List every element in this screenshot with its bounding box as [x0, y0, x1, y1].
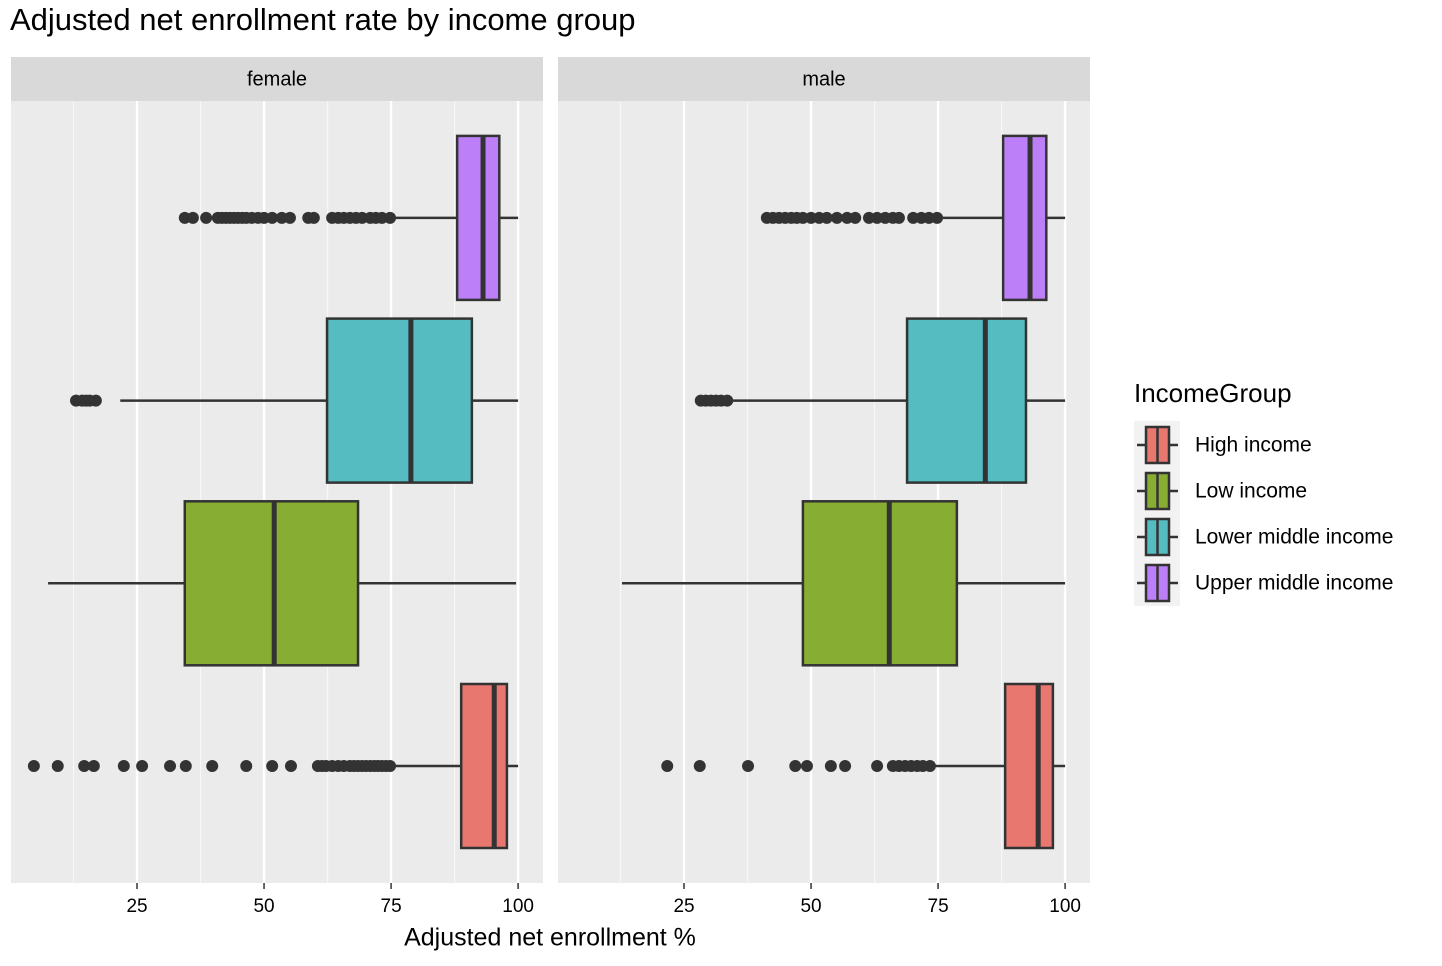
- legend-label: Upper middle income: [1195, 572, 1393, 595]
- box: [905, 317, 1028, 484]
- outlier: [87, 760, 100, 772]
- outlier: [27, 760, 40, 772]
- box: [1001, 134, 1048, 302]
- outlier: [789, 760, 802, 772]
- outlier: [283, 211, 296, 224]
- outlier: [51, 760, 64, 772]
- outlier: [830, 211, 843, 224]
- legend-label: Lower middle income: [1195, 526, 1393, 549]
- outlier: [384, 760, 397, 772]
- outlier: [849, 211, 862, 224]
- outlier: [89, 394, 102, 407]
- outlier: [661, 760, 674, 772]
- outlier: [384, 211, 397, 224]
- x-tick-label: 100: [502, 896, 534, 917]
- x-axis-label: Adjusted net enrollment %: [404, 924, 696, 952]
- box: [1003, 682, 1055, 850]
- outlier: [206, 760, 219, 772]
- outlier: [824, 760, 837, 772]
- outlier: [240, 760, 253, 772]
- x-tick-label: 25: [673, 896, 694, 917]
- outlier: [266, 760, 279, 772]
- outlier: [186, 211, 199, 224]
- outlier: [839, 760, 852, 772]
- strip-background: [11, 57, 543, 101]
- outlier: [78, 760, 91, 772]
- strip-background: [558, 57, 1090, 101]
- legend-label: Low income: [1195, 480, 1307, 503]
- strip-label: male: [802, 68, 845, 90]
- box: [459, 682, 509, 850]
- outlier: [179, 760, 192, 772]
- outlier: [923, 760, 936, 772]
- box: [801, 500, 959, 667]
- legend-label: High income: [1195, 434, 1312, 457]
- x-tick-label: 50: [253, 896, 274, 917]
- outlier: [266, 211, 279, 224]
- outlier: [136, 760, 149, 772]
- x-tick-label: 75: [381, 896, 402, 917]
- outlier: [164, 760, 177, 772]
- x-tick-label: 100: [1049, 896, 1081, 917]
- outlier: [200, 211, 213, 224]
- box: [183, 500, 360, 667]
- x-tick-label: 75: [928, 896, 949, 917]
- box: [455, 134, 501, 302]
- outlier: [284, 760, 297, 772]
- outlier: [820, 211, 833, 224]
- box: [325, 317, 474, 484]
- strip-label: female: [247, 68, 307, 90]
- x-tick-label: 25: [126, 896, 147, 917]
- outlier: [892, 211, 905, 224]
- outlier: [931, 211, 944, 224]
- outlier: [721, 394, 734, 407]
- outlier: [871, 760, 884, 772]
- x-tick-label: 50: [800, 896, 821, 917]
- legend-title: IncomeGroup: [1134, 378, 1292, 408]
- outlier: [693, 760, 706, 772]
- outlier: [117, 760, 130, 772]
- chart-title: Adjusted net enrollment rate by income g…: [10, 2, 636, 37]
- outlier: [307, 211, 320, 224]
- outlier: [742, 760, 755, 772]
- outlier: [800, 760, 813, 772]
